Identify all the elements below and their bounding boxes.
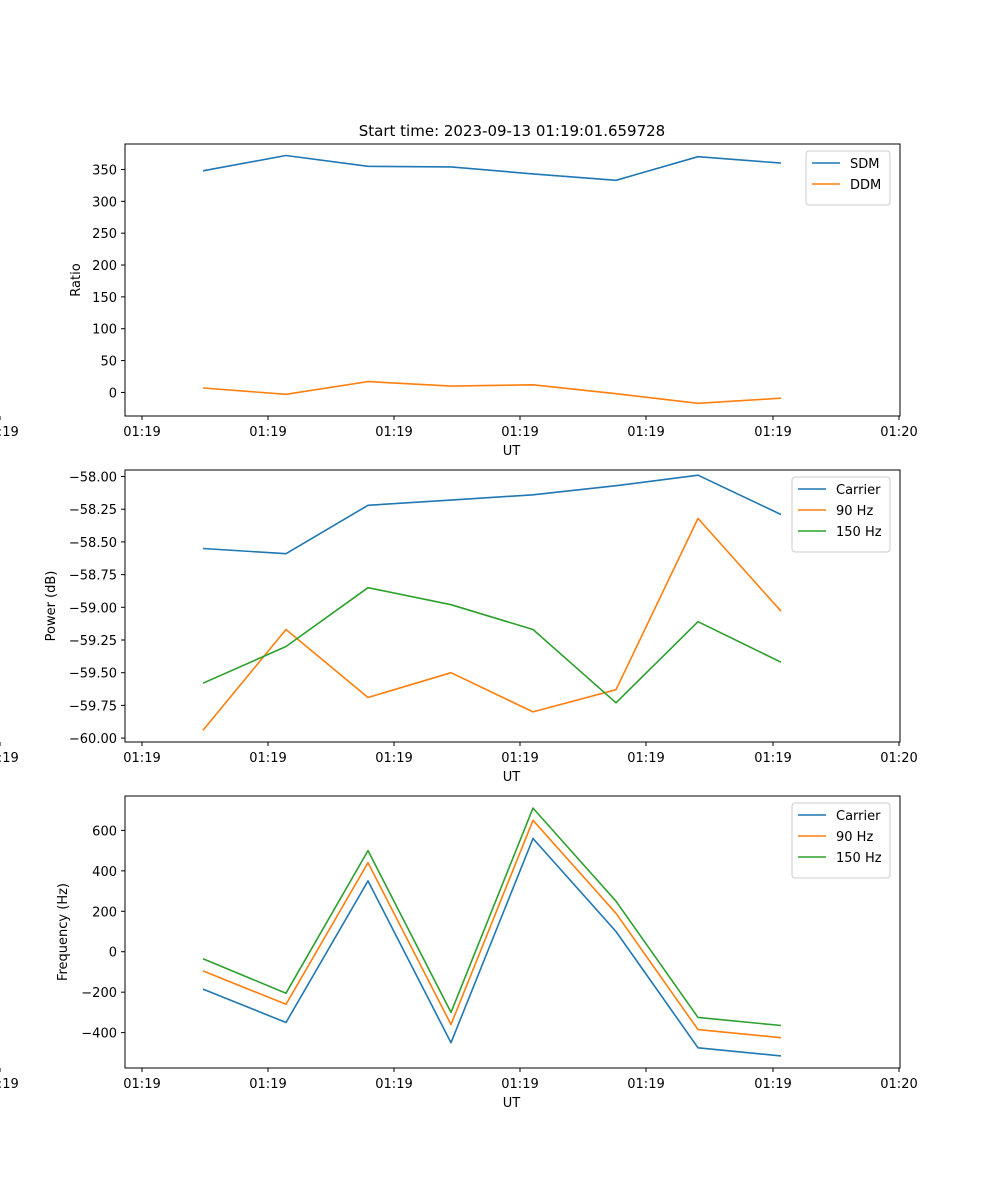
figure-title: Start time: 2023-09-13 01:19:01.659728 [359,122,665,140]
x-tick-label: 01:19 [501,425,538,440]
x-tick-label: 01:20 [880,1077,917,1092]
y-tick-label: 200 [92,259,117,274]
y-tick-label: −200 [81,986,117,1001]
x-tick-label: 01:19 [249,751,286,766]
legend-box [791,476,891,553]
y-tick-label: −59.75 [69,699,117,714]
legend-entry: SDM [850,157,879,172]
y-tick-label: 300 [92,195,117,210]
chart-panel-2: 01:19 01:19 01:19 01:19 01:19 01:19 01:19 01:20… [0,469,918,785]
x-tick-label: 01:19 [375,425,412,440]
y-tick-label: −58.00 [69,471,117,486]
legend-box [791,802,891,879]
legend-entry: DDM [850,178,881,193]
y-tick-label: −400 [81,1027,117,1042]
series-line-90-hz [202,517,782,731]
x-axis-label: UT [503,770,521,785]
y-axis-label: Frequency (Hz) [56,883,71,981]
y-tick-label: −58.75 [69,569,117,584]
series-line-ddm [202,380,782,405]
plot-frame [124,795,901,1069]
x-tick-label: 01:19 [375,751,412,766]
x-tick-label: 01:19 [249,425,286,440]
legend: SDM DDM [805,150,891,206]
chart-panels: 01:19 01:19 01:19 01:19 01:19 01:19 01:19 01:20… [0,143,918,1111]
x-tick-label: 01:19 [123,425,160,440]
legend-box [805,150,891,206]
x-tick-label: 01:19 [754,1077,791,1092]
y-tick-label: −58.50 [69,536,117,551]
legend-entry: Carrier [836,809,881,824]
chart-panel-3: 01:19 01:19 01:19 01:19 01:19 01:19 01:19 01:20… [0,795,918,1111]
x-tick-label: 01:19 [754,425,791,440]
legend-entry: 90 Hz [836,504,873,519]
y-tick-label: −59.25 [69,634,117,649]
y-tick-label: 0 [109,386,117,401]
x-tick-label: 01:19 [375,1077,412,1092]
y-tick-label: 0 [109,946,117,961]
y-tick-label: 400 [92,865,117,880]
x-tick-label: 01:20 [880,751,917,766]
x-tick-label: 01:19 [501,1077,538,1092]
legend-entry: Carrier [836,483,881,498]
y-tick-label: 200 [92,905,117,920]
y-tick-label: 250 [92,227,117,242]
x-tick-label: 01:19 [501,751,538,766]
plot-frame [124,469,901,743]
y-tick-label: 50 [100,355,117,370]
x-tick-label: 01:19 [0,1077,19,1092]
x-tick-label: 01:19 [0,751,19,766]
y-tick-label: −59.00 [69,601,117,616]
x-tick-label: 01:19 [123,1077,160,1092]
x-tick-label: 01:20 [880,425,917,440]
y-tick-label: 350 [92,163,117,178]
legend: Carrier 90 Hz 150 Hz [791,802,891,879]
series-line-carrier [202,474,782,555]
series-line-sdm [202,154,782,182]
legend: Carrier 90 Hz 150 Hz [791,476,891,553]
y-tick-label: −60.00 [69,732,117,747]
x-tick-label: 01:19 [0,425,19,440]
series-line-90-hz [202,819,782,1039]
y-tick-label: 600 [92,824,117,839]
x-axis-label: UT [503,1096,521,1111]
y-tick-label: 100 [92,323,117,338]
series-line-150-hz [202,807,782,1027]
y-tick-label: −58.25 [69,503,117,518]
x-axis-label: UT [503,444,521,459]
x-tick-label: 01:19 [249,1077,286,1092]
x-tick-label: 01:19 [754,751,791,766]
x-tick-label: 01:19 [627,751,664,766]
plot-frame [124,143,901,417]
x-tick-label: 01:19 [123,751,160,766]
series-line-150-hz [202,586,782,704]
y-tick-label: −59.50 [69,667,117,682]
y-tick-label: 150 [92,291,117,306]
y-axis-label: Power (dB) [44,571,59,642]
legend-entry: 150 Hz [836,525,882,540]
legend-entry: 150 Hz [836,851,882,866]
chart-panel-1: 01:19 01:19 01:19 01:19 01:19 01:19 01:19 01:20… [0,143,918,459]
legend-entry: 90 Hz [836,830,873,845]
x-tick-label: 01:19 [627,425,664,440]
y-axis-label: Ratio [69,263,84,296]
series-line-carrier [202,837,782,1057]
x-tick-label: 01:19 [627,1077,664,1092]
